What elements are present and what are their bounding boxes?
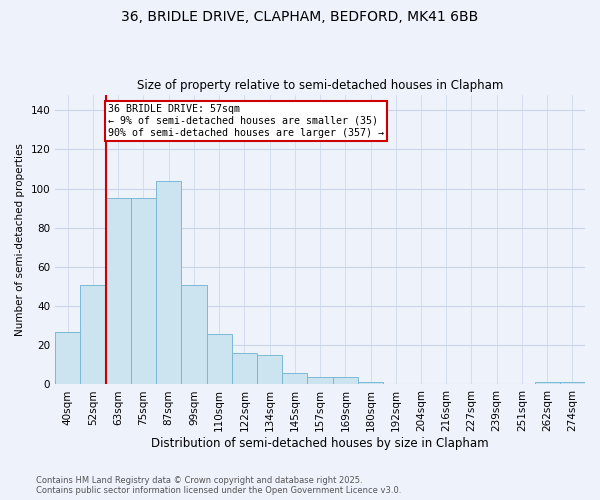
Bar <box>257 355 282 384</box>
Bar <box>332 376 358 384</box>
Bar <box>55 332 80 384</box>
Title: Size of property relative to semi-detached houses in Clapham: Size of property relative to semi-detach… <box>137 79 503 92</box>
Text: 36 BRIDLE DRIVE: 57sqm
← 9% of semi-detached houses are smaller (35)
90% of semi: 36 BRIDLE DRIVE: 57sqm ← 9% of semi-deta… <box>108 104 384 138</box>
Bar <box>80 284 106 384</box>
Bar <box>181 284 206 384</box>
Bar <box>232 353 257 384</box>
Text: Contains HM Land Registry data © Crown copyright and database right 2025.
Contai: Contains HM Land Registry data © Crown c… <box>36 476 401 495</box>
Bar <box>131 198 156 384</box>
Bar <box>206 334 232 384</box>
Bar <box>535 382 560 384</box>
Text: 36, BRIDLE DRIVE, CLAPHAM, BEDFORD, MK41 6BB: 36, BRIDLE DRIVE, CLAPHAM, BEDFORD, MK41… <box>121 10 479 24</box>
Bar <box>307 376 332 384</box>
Bar <box>282 372 307 384</box>
Y-axis label: Number of semi-detached properties: Number of semi-detached properties <box>15 143 25 336</box>
Bar <box>560 382 585 384</box>
Bar <box>156 180 181 384</box>
Bar <box>106 198 131 384</box>
Bar <box>358 382 383 384</box>
X-axis label: Distribution of semi-detached houses by size in Clapham: Distribution of semi-detached houses by … <box>151 437 489 450</box>
